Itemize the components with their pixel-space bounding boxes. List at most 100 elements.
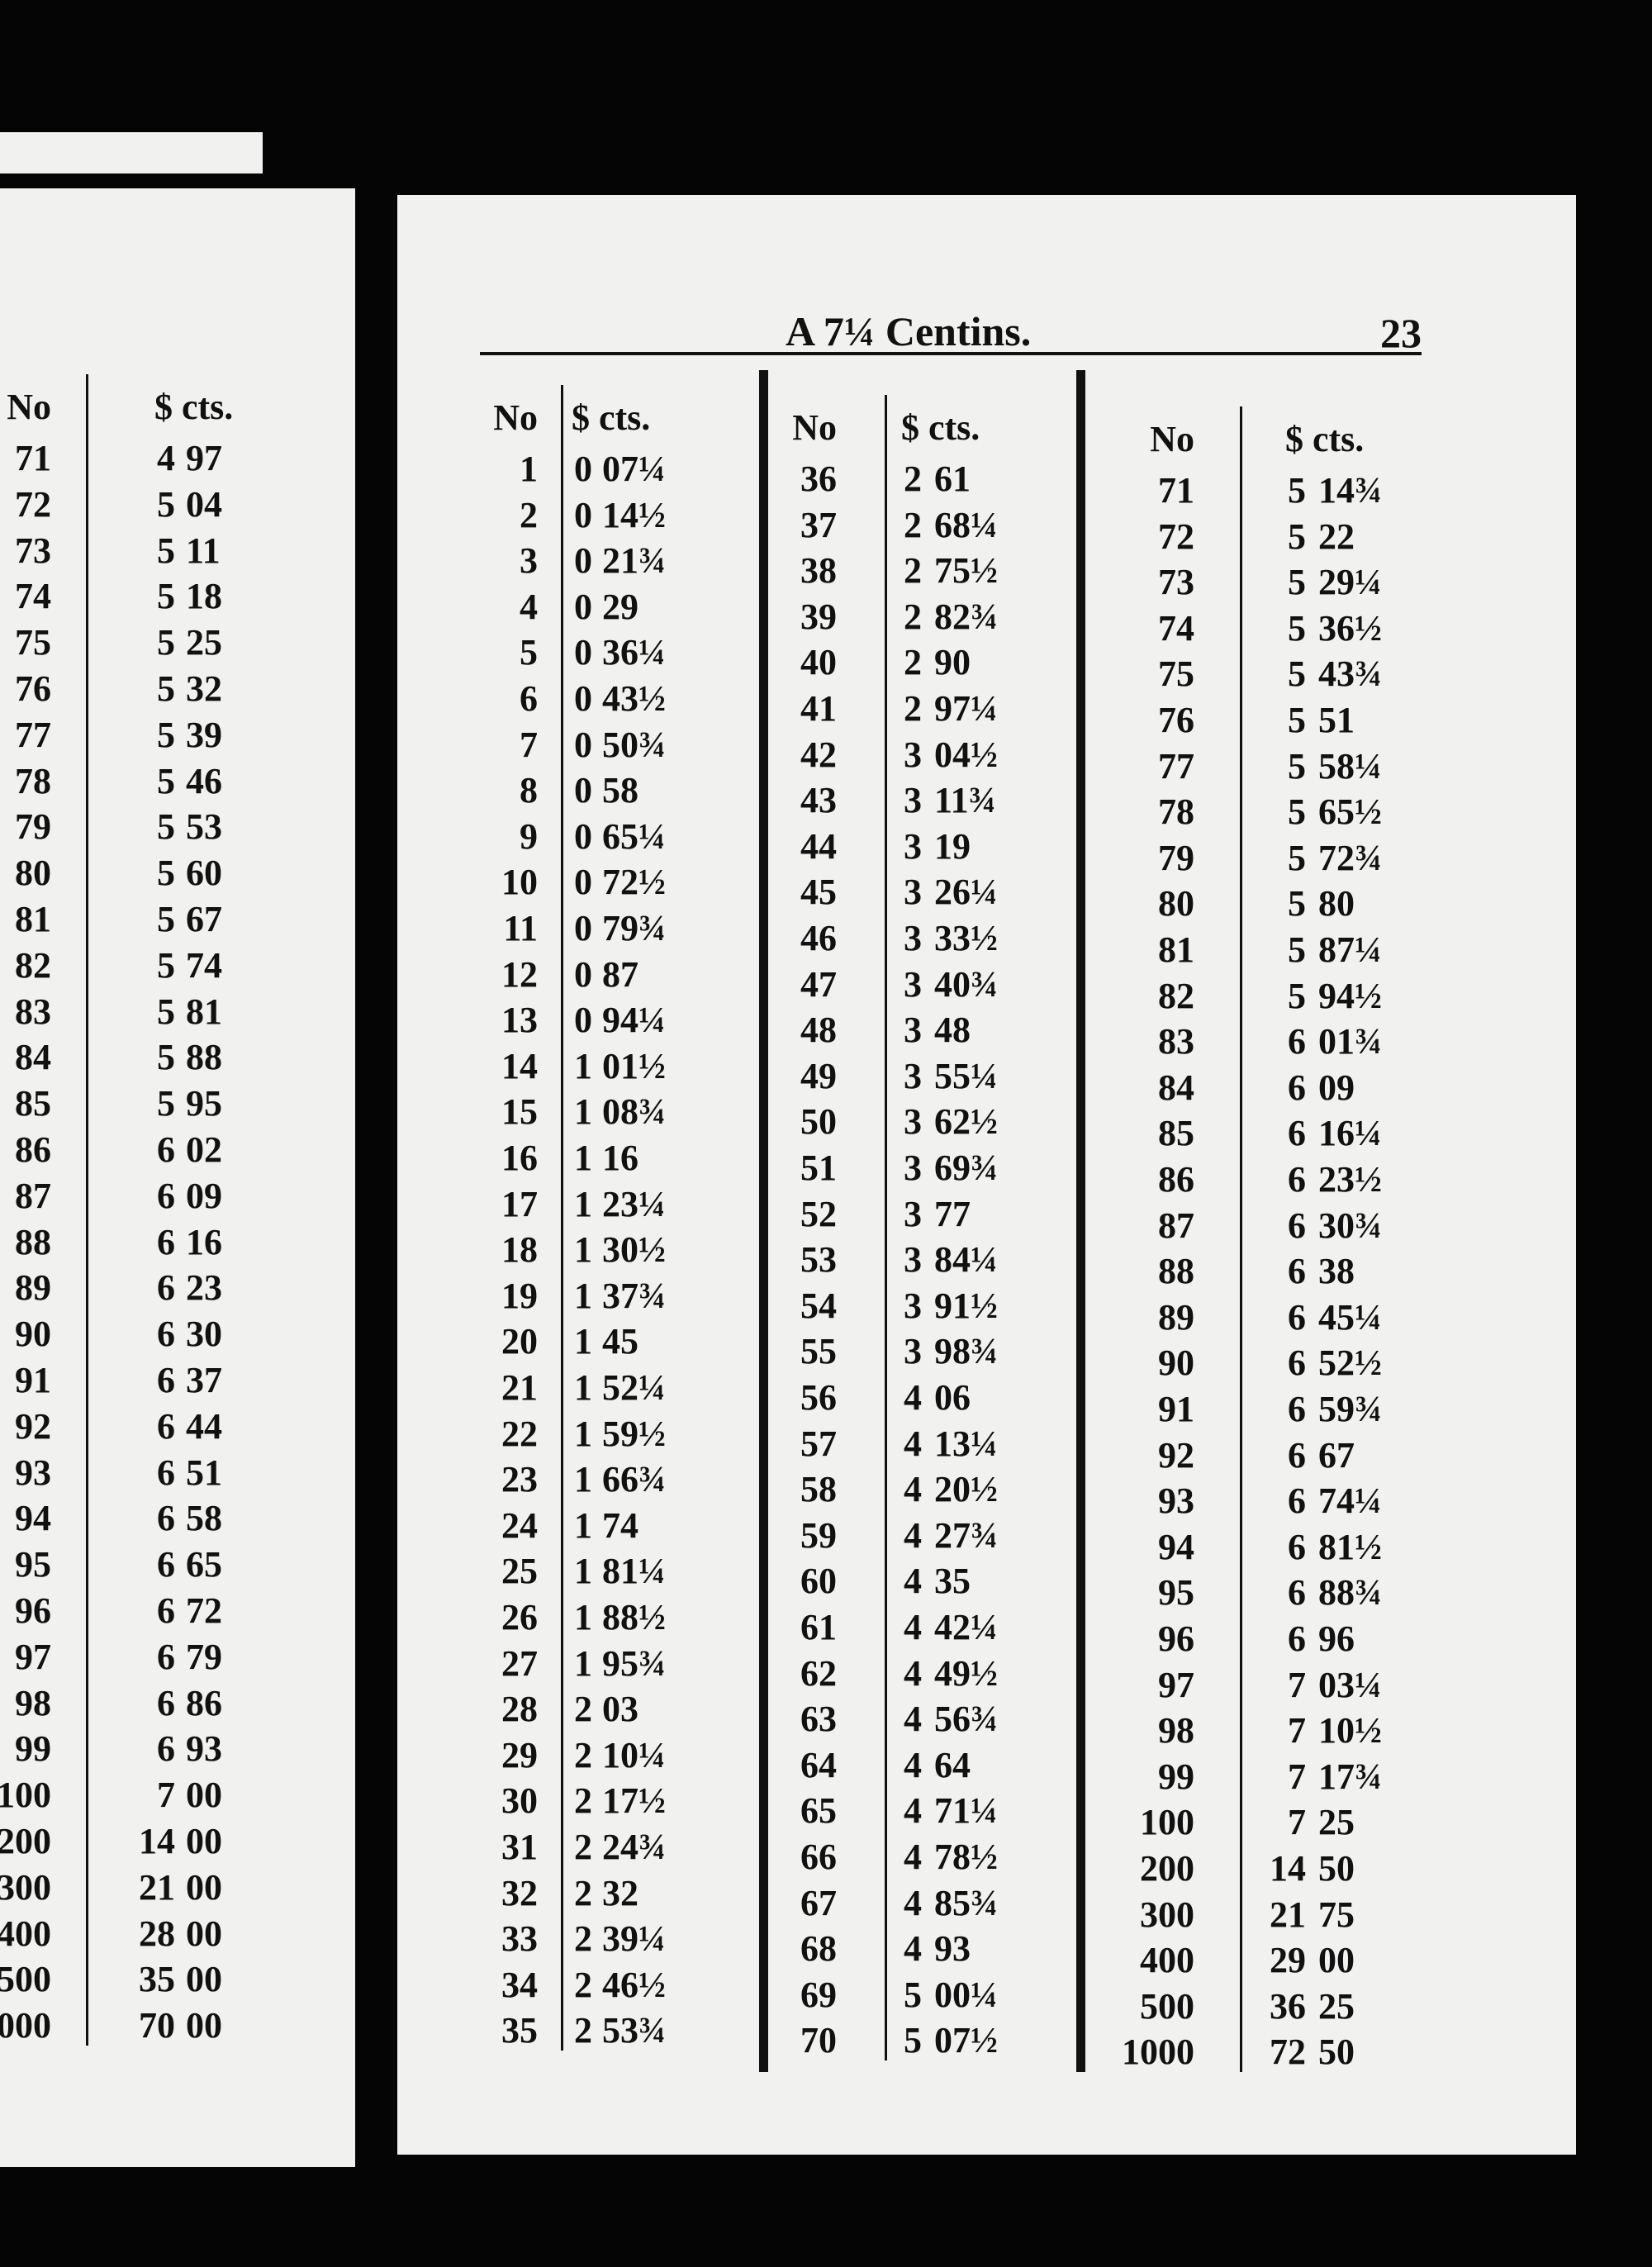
row-number: 23 bbox=[501, 1459, 538, 1500]
dollars: 1 bbox=[574, 1413, 592, 1454]
cents: 26¼ bbox=[934, 872, 998, 913]
cents: 16 bbox=[602, 1138, 638, 1178]
dollars: 0 bbox=[574, 724, 592, 765]
cents: 66¾ bbox=[602, 1459, 666, 1500]
cents: 49½ bbox=[934, 1652, 998, 1694]
row-number: 60 bbox=[800, 1561, 837, 1602]
dollars: 6 bbox=[1288, 1067, 1306, 1108]
cents: 14¾ bbox=[1318, 470, 1382, 511]
dollars: 6 bbox=[1288, 1296, 1306, 1338]
row-number: 98 bbox=[15, 1682, 51, 1723]
row-number: 400 bbox=[0, 1913, 51, 1954]
row-number: 37 bbox=[800, 504, 837, 545]
cents: 71¼ bbox=[934, 1790, 998, 1832]
row-number: 92 bbox=[15, 1405, 51, 1447]
cents: 72¾ bbox=[1318, 837, 1382, 878]
row-number: 76 bbox=[15, 668, 51, 709]
dollars: 6 bbox=[1288, 1434, 1306, 1476]
cents: 24¾ bbox=[602, 1827, 666, 1867]
row-number: 11 bbox=[503, 908, 538, 948]
row-number: 7 bbox=[520, 724, 538, 765]
cents: 22 bbox=[1318, 516, 1355, 557]
dollars: 7 bbox=[1288, 1756, 1306, 1797]
row-number: 59 bbox=[800, 1514, 837, 1556]
dollars: 2 bbox=[574, 1734, 592, 1775]
dollars: 3 bbox=[904, 1239, 922, 1281]
row-number: 6 bbox=[520, 678, 538, 719]
cents: 50¾ bbox=[602, 724, 666, 765]
cents: 08¾ bbox=[602, 1091, 666, 1133]
dollars: 35 bbox=[139, 1959, 175, 2000]
cents: 32 bbox=[186, 668, 222, 709]
row-number: 94 bbox=[1158, 1526, 1194, 1567]
row-number: 45 bbox=[800, 872, 837, 913]
dollars: 5 bbox=[1288, 653, 1306, 695]
dollars: 5 bbox=[1288, 837, 1306, 878]
row-number: 200 bbox=[1140, 1848, 1194, 1889]
cents: 07¼ bbox=[602, 449, 666, 489]
row-number: 84 bbox=[1158, 1067, 1194, 1108]
cents: 01¾ bbox=[1318, 1021, 1382, 1062]
dollars: 5 bbox=[157, 1083, 175, 1124]
dollars: 6 bbox=[157, 1682, 175, 1723]
cents: 23¼ bbox=[602, 1183, 666, 1224]
right-page: A 7¼ Centins. 23 No $ cts. 1 0 07¼ 2 0 14½ 3 0 21¾… bbox=[397, 195, 1576, 2155]
dollars: 6 bbox=[1288, 1480, 1306, 1522]
row-number: 52 bbox=[800, 1193, 837, 1234]
cents: 35 bbox=[934, 1561, 971, 1602]
dollars: 0 bbox=[574, 953, 592, 995]
dollars: 6 bbox=[157, 1175, 175, 1216]
dollars: 5 bbox=[157, 944, 175, 986]
row-number: 20 bbox=[501, 1321, 538, 1362]
cents: 87¼ bbox=[1318, 929, 1382, 970]
cents: 50 bbox=[1318, 2032, 1355, 2073]
dollars: 0 bbox=[574, 1000, 592, 1041]
dollars: 5 bbox=[904, 2020, 922, 2061]
row-number: 82 bbox=[1158, 975, 1194, 1016]
row-number: 29 bbox=[501, 1734, 538, 1775]
dollars: 6 bbox=[157, 1498, 175, 1539]
cents: 62½ bbox=[934, 1101, 998, 1143]
row-number: 5 bbox=[520, 632, 538, 673]
row-number: 47 bbox=[800, 963, 837, 1005]
row-number: 85 bbox=[15, 1083, 51, 1124]
cents: 39 bbox=[186, 714, 222, 755]
cents: 58 bbox=[602, 770, 638, 811]
dollars: 6 bbox=[157, 1452, 175, 1493]
cents: 16 bbox=[186, 1221, 222, 1262]
dollars: 3 bbox=[904, 918, 922, 958]
row-number: 18 bbox=[501, 1229, 538, 1271]
cents: 04 bbox=[186, 483, 222, 525]
cents: 84¼ bbox=[934, 1239, 998, 1281]
row-number: 86 bbox=[1158, 1159, 1194, 1200]
row-number: 43 bbox=[800, 780, 837, 821]
cents: 88½ bbox=[602, 1597, 666, 1637]
dollars: 5 bbox=[157, 622, 175, 663]
dollars: 4 bbox=[904, 1377, 922, 1418]
cents: 16¼ bbox=[1318, 1113, 1382, 1154]
row-number: 99 bbox=[1158, 1756, 1194, 1797]
dollars: 2 bbox=[574, 1872, 592, 1913]
row-number: 77 bbox=[15, 714, 51, 755]
row-number: 73 bbox=[15, 530, 51, 571]
page-title: A 7¼ Centins. bbox=[786, 308, 1032, 354]
cents: 21¾ bbox=[602, 540, 666, 582]
cents: 45 bbox=[602, 1321, 638, 1362]
dollars: 5 bbox=[157, 760, 175, 801]
cents: 03¼ bbox=[1318, 1664, 1382, 1705]
cents: 02 bbox=[186, 1129, 222, 1170]
cents: 46½ bbox=[602, 1964, 666, 2005]
dollars: 6 bbox=[157, 1636, 175, 1677]
row-number: 24 bbox=[501, 1504, 538, 1546]
row-number: 42 bbox=[800, 734, 837, 775]
cents: 25 bbox=[1318, 1802, 1355, 1843]
dollars: 2 bbox=[574, 1689, 592, 1730]
cents: 78½ bbox=[934, 1837, 998, 1877]
row-number: 79 bbox=[15, 806, 51, 848]
cents: 81½ bbox=[1318, 1526, 1382, 1567]
row-number: 58 bbox=[800, 1469, 837, 1510]
row-number: 49 bbox=[800, 1055, 837, 1096]
row-number: 12 bbox=[501, 953, 538, 995]
cents: 79¾ bbox=[602, 908, 666, 948]
cents: 23½ bbox=[1318, 1159, 1382, 1200]
